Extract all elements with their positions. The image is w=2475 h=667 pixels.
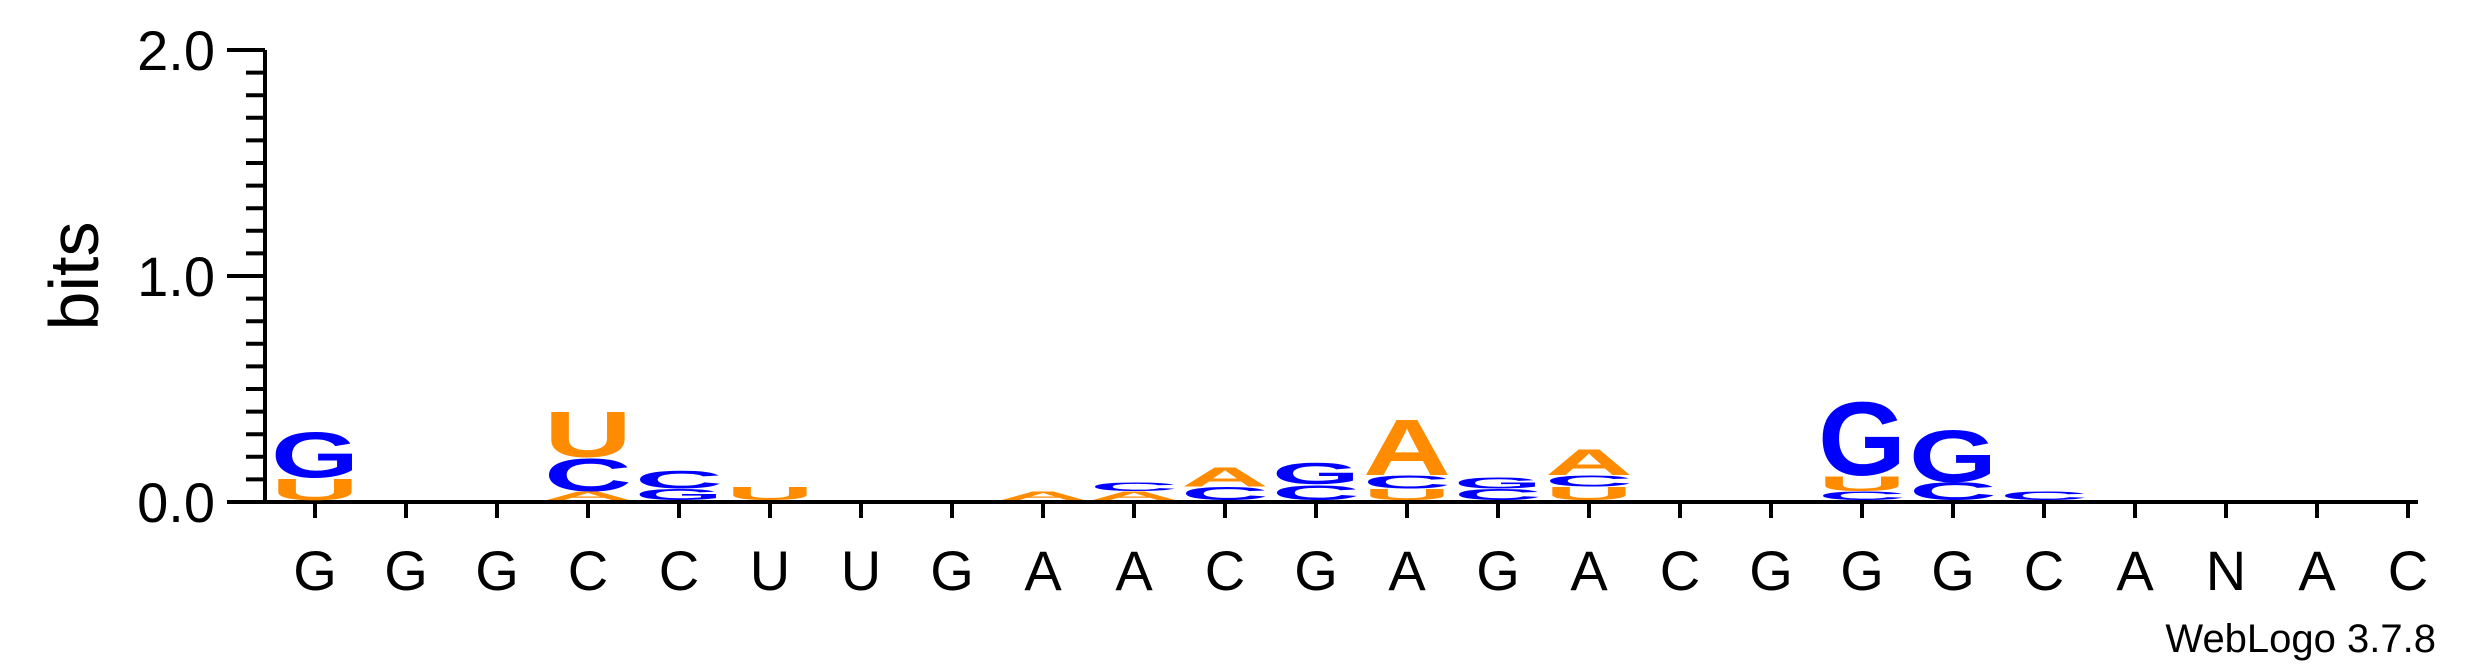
x-tick-label: N — [2206, 539, 2246, 602]
logo-letter-c: C — [1545, 473, 1633, 490]
logo-letter-c: C — [1090, 480, 1178, 494]
logo-letter-g: G — [1909, 415, 1997, 498]
logo-letter-u: U — [544, 399, 632, 471]
x-tick-label: C — [2024, 539, 2064, 602]
logo-letter-c: C — [1272, 481, 1360, 505]
x-tick-label: A — [2116, 539, 2154, 602]
logo-letter-a: A — [1090, 489, 1178, 503]
logo-letter-u: U — [271, 472, 359, 507]
logo-letter-c: C — [1363, 472, 1451, 493]
x-tick-label: G — [293, 539, 337, 602]
logo-letter-u: U — [726, 484, 814, 505]
x-tick-label: U — [750, 539, 790, 602]
x-tick-label: A — [1024, 539, 1062, 602]
x-tick-label: A — [1115, 539, 1153, 602]
y-axis: 0.0 1.0 2.0 — [137, 19, 267, 534]
x-tick-label: G — [930, 539, 974, 602]
logo-letter-g: G — [1454, 475, 1542, 492]
x-tick-label: A — [2298, 539, 2336, 602]
x-tick-label: C — [1205, 539, 1245, 602]
x-tick-label: G — [384, 539, 428, 602]
x-tick-label: U — [841, 539, 881, 602]
x-tick-label: A — [1570, 539, 1608, 602]
logo-letter-g: G — [635, 486, 723, 503]
logo-letter-c: C — [1181, 484, 1269, 505]
y-tick-label: 0.0 — [137, 471, 215, 534]
logo-letter-g: G — [1272, 456, 1360, 491]
weblogo-credit: WebLogo 3.7.8 — [2165, 617, 2436, 661]
logo-letter-g: G — [271, 419, 359, 491]
logo-letter-c: C — [1909, 478, 1997, 505]
x-tick-label: G — [1931, 539, 1975, 602]
x-tick-label: G — [1749, 539, 1793, 602]
x-tick-label: A — [1388, 539, 1426, 602]
x-tick-label: G — [475, 539, 519, 602]
logo-letter-a: A — [1363, 403, 1451, 492]
logo-letter-a: A — [1181, 461, 1269, 492]
x-tick-label: G — [1476, 539, 1520, 602]
logo-letter-u: U — [1363, 486, 1451, 503]
y-tick-label: 2.0 — [137, 19, 215, 82]
x-tick-label: C — [568, 539, 608, 602]
logo-letter-g: G — [1818, 380, 1906, 498]
logo-letter-u: U — [1545, 484, 1633, 505]
logo-letter-a: A — [999, 489, 1087, 503]
logo-letter-c: C — [635, 467, 723, 494]
logo-letter-c: C — [2000, 489, 2088, 503]
logo-letter-u: U — [1818, 472, 1906, 496]
logo-letter-c: C — [544, 449, 632, 501]
x-tick-label: C — [659, 539, 699, 602]
x-tick-label: G — [1840, 539, 1884, 602]
y-axis-label: bits — [35, 222, 113, 331]
x-tick-label: G — [1294, 539, 1338, 602]
x-tick-label: C — [1660, 539, 1700, 602]
logo-letter-a: A — [544, 489, 632, 503]
logo-letter-c: C — [1454, 486, 1542, 503]
y-tick-label: 1.0 — [137, 245, 215, 308]
x-tick-label: C — [2388, 539, 2428, 602]
logo-letter-c: C — [1818, 489, 1906, 503]
logo-letter-a: A — [1545, 442, 1633, 483]
